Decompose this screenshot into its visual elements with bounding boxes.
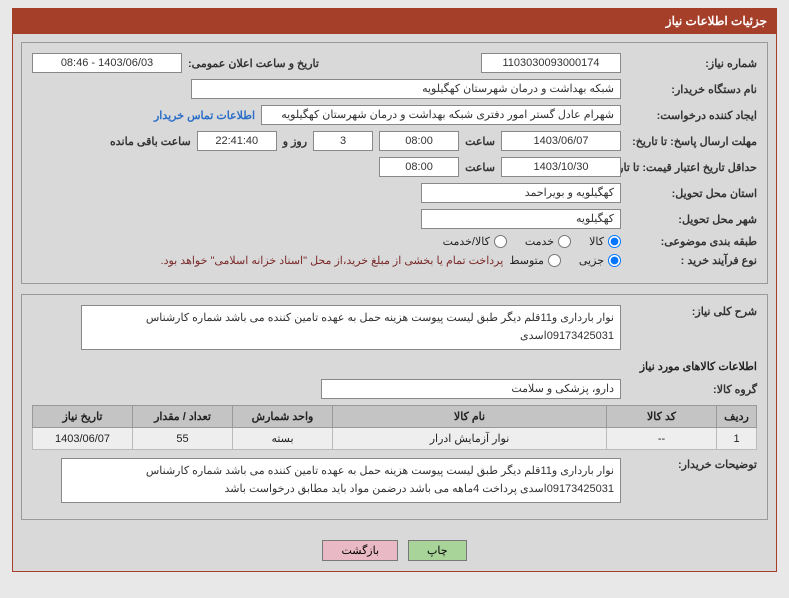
deadline-days-label: روز و xyxy=(283,135,307,148)
process-radio-0[interactable] xyxy=(608,254,621,267)
validity-date: 1403/10/30 xyxy=(501,157,621,177)
col-4: تعداد / مقدار xyxy=(133,406,233,428)
cell-0-1: -- xyxy=(607,428,717,450)
category-label: طبقه بندی موضوعی: xyxy=(627,235,757,248)
validity-time-label: ساعت xyxy=(465,161,495,174)
category-radio-0[interactable] xyxy=(608,235,621,248)
announce-value: 1403/06/03 - 08:46 xyxy=(32,53,182,73)
requester-label: ایجاد کننده درخواست: xyxy=(627,109,757,122)
table-header-row: ردیف کد کالا نام کالا واحد شمارش تعداد /… xyxy=(33,406,757,428)
category-option-label-1: خدمت xyxy=(525,235,554,248)
col-3: واحد شمارش xyxy=(233,406,333,428)
buyer-org-value: شبکه بهداشت و درمان شهرستان کهگیلویه xyxy=(191,79,621,99)
city-label: شهر محل تحویل: xyxy=(627,213,757,226)
deadline-time-label: ساعت xyxy=(465,135,495,148)
process-radio-1[interactable] xyxy=(548,254,561,267)
process-option-label-0: جزیی xyxy=(579,254,604,267)
col-1: کد کالا xyxy=(607,406,717,428)
announce-label: تاریخ و ساعت اعلان عمومی: xyxy=(188,57,319,70)
process-option-0[interactable]: جزیی xyxy=(579,254,621,267)
col-2: نام کالا xyxy=(333,406,607,428)
process-option-1[interactable]: متوسط xyxy=(509,254,561,267)
deadline-remaining: 22:41:40 xyxy=(197,131,277,151)
deadline-date: 1403/06/07 xyxy=(501,131,621,151)
goods-group-label: گروه کالا: xyxy=(627,383,757,396)
category-option-2[interactable]: کالا/خدمت xyxy=(443,235,507,248)
need-number-value: 1103030093000174 xyxy=(481,53,621,73)
buyer-notes-value: نوار بارداری و11قلم دیگر طبق لیست پیوست … xyxy=(61,458,621,503)
category-radio-group: کالا خدمت کالا/خدمت xyxy=(443,235,621,248)
deadline-days: 3 xyxy=(313,131,373,151)
general-desc-label: شرح کلی نیاز: xyxy=(627,305,757,318)
category-radio-2[interactable] xyxy=(494,235,507,248)
category-option-label-2: کالا/خدمت xyxy=(443,235,490,248)
category-option-0[interactable]: کالا xyxy=(589,235,621,248)
city-value: کهگیلویه xyxy=(421,209,621,229)
buyer-notes-label: توضیحات خریدار: xyxy=(627,458,757,471)
need-number-label: شماره نیاز: xyxy=(627,57,757,70)
general-desc-value: نوار بارداری و11قلم دیگر طبق لیست پیوست … xyxy=(81,305,621,350)
category-option-1[interactable]: خدمت xyxy=(525,235,571,248)
items-table: ردیف کد کالا نام کالا واحد شمارش تعداد /… xyxy=(32,405,757,450)
buyer-org-label: نام دستگاه خریدار: xyxy=(627,83,757,96)
deadline-label: مهلت ارسال پاسخ: تا تاریخ: xyxy=(627,135,757,148)
items-heading: اطلاعات کالاهای مورد نیاز xyxy=(32,360,757,373)
cell-0-3: بسته xyxy=(233,428,333,450)
cell-0-2: نوار آزمایش ادرار xyxy=(333,428,607,450)
province-value: کهگیلویه و بویراحمد xyxy=(421,183,621,203)
category-radio-1[interactable] xyxy=(558,235,571,248)
province-label: استان محل تحویل: xyxy=(627,187,757,200)
back-button[interactable]: بازگشت xyxy=(322,540,398,561)
col-0: ردیف xyxy=(717,406,757,428)
process-label: نوع فرآیند خرید : xyxy=(627,254,757,267)
panel-title: جزئیات اطلاعات نیاز xyxy=(12,8,777,34)
category-option-label-0: کالا xyxy=(589,235,604,248)
print-button[interactable]: چاپ xyxy=(408,540,467,561)
requester-value: شهرام عادل گستر امور دفتری شبکه بهداشت و… xyxy=(261,105,621,125)
goods-group-value: دارو، پزشکی و سلامت xyxy=(321,379,621,399)
need-content-fieldset: شرح کلی نیاز: نوار بارداری و11قلم دیگر ط… xyxy=(21,294,768,520)
validity-label: حداقل تاریخ اعتبار قیمت: تا تاریخ: xyxy=(627,161,757,174)
cell-0-0: 1 xyxy=(717,428,757,450)
process-radio-group: جزیی متوسط xyxy=(509,254,621,267)
buyer-contact-link[interactable]: اطلاعات تماس خریدار xyxy=(154,109,255,122)
validity-time: 08:00 xyxy=(379,157,459,177)
deadline-time: 08:00 xyxy=(379,131,459,151)
table-row: 1 -- نوار آزمایش ادرار بسته 55 1403/06/0… xyxy=(33,428,757,450)
cell-0-5: 1403/06/07 xyxy=(33,428,133,450)
deadline-remaining-label: ساعت باقی مانده xyxy=(110,135,191,148)
need-info-fieldset: شماره نیاز: 1103030093000174 تاریخ و ساع… xyxy=(21,42,768,284)
col-5: تاریخ نیاز xyxy=(33,406,133,428)
process-note: پرداخت تمام یا بخشی از مبلغ خرید،از محل … xyxy=(161,254,504,267)
cell-0-4: 55 xyxy=(133,428,233,450)
process-option-label-1: متوسط xyxy=(509,254,544,267)
